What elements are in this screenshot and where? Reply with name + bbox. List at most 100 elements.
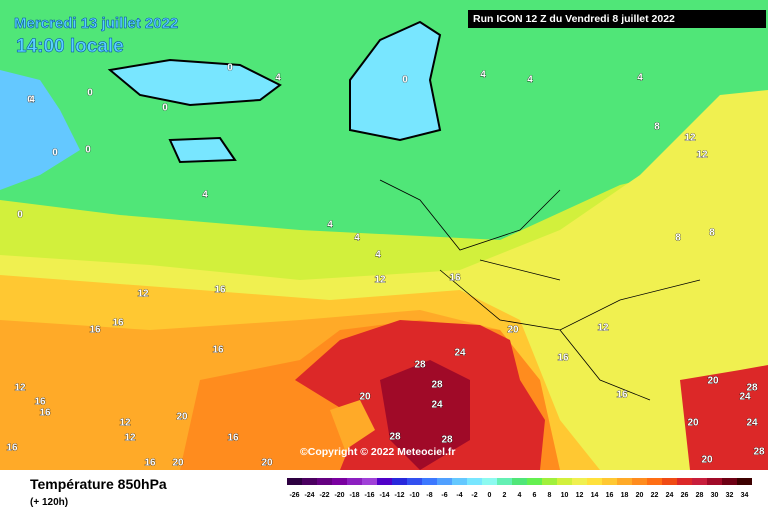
legend-swatch	[527, 478, 542, 485]
contour-label: 4	[480, 70, 486, 81]
legend-label: -26	[289, 492, 299, 499]
legend-label: 2	[503, 492, 507, 499]
contour-label: 20	[707, 376, 719, 387]
contour-label: 16	[144, 458, 156, 469]
contour-label: 24	[454, 348, 466, 359]
footer	[0, 470, 768, 512]
legend-swatch	[302, 478, 317, 485]
contour-label: 24	[746, 418, 758, 429]
legend-label: -18	[349, 492, 359, 499]
contour-label: 20	[176, 412, 188, 423]
contour-label: 20	[687, 418, 699, 429]
contour-label: 4	[29, 95, 35, 106]
zone-28	[380, 360, 470, 470]
legend-label: -10	[409, 492, 419, 499]
legend-label: 16	[606, 492, 614, 499]
legend-swatch	[692, 478, 707, 485]
legend-label: 30	[711, 492, 719, 499]
contour-label: 12	[696, 150, 708, 161]
legend-swatch	[737, 478, 752, 485]
legend-swatch	[572, 478, 587, 485]
cold-zone	[0, 70, 80, 190]
legend-label: -20	[334, 492, 344, 499]
legend-swatch	[557, 478, 572, 485]
contour-label: 4	[375, 250, 381, 261]
contour-label: 12	[374, 275, 386, 286]
contour-label: 0	[227, 63, 233, 74]
contour-label: 16	[227, 433, 239, 444]
contour-label: 16	[6, 443, 18, 454]
contour-label: 16	[214, 285, 226, 296]
footer-lead: (+ 120h)	[30, 497, 68, 508]
border-lines	[379, 179, 701, 401]
contour-label: 16	[112, 318, 124, 329]
contour-label: 4	[202, 190, 208, 201]
contour-label: 4	[637, 73, 643, 84]
contour-label: 0	[17, 210, 23, 221]
legend-label: 20	[636, 492, 644, 499]
legend-label: 22	[651, 492, 659, 499]
legend-label: 10	[561, 492, 569, 499]
legend-label: -6	[441, 492, 447, 499]
contour-label: 0	[52, 148, 58, 159]
legend-label: 6	[533, 492, 537, 499]
legend-swatch	[512, 478, 527, 485]
contour-label: 8	[709, 228, 715, 239]
legend-swatch	[587, 478, 602, 485]
contour-label: 28	[746, 383, 758, 394]
date: Mercredi 13 juillet 2022	[14, 15, 178, 32]
legend-swatch	[707, 478, 722, 485]
legend-swatch	[677, 478, 692, 485]
legend-label: -2	[471, 492, 477, 499]
legend-swatch	[332, 478, 347, 485]
contour-label: 16	[557, 353, 569, 364]
contour-label: 12	[119, 418, 131, 429]
legend-swatch	[602, 478, 617, 485]
contour-label: 20	[359, 392, 371, 403]
zone-20	[330, 400, 375, 450]
contour-label: 4	[527, 75, 533, 86]
contour-label: 28	[753, 447, 765, 458]
contour-label: 20	[261, 458, 273, 469]
contour-label: 16	[616, 390, 628, 401]
contour-label: 20	[172, 458, 184, 469]
contour-label: 12	[597, 323, 609, 334]
legend-swatch	[287, 478, 302, 485]
contour-label: 12	[684, 133, 696, 144]
contour-label: 28	[431, 380, 443, 391]
contour-label: 12	[14, 383, 26, 394]
legend-label: 32	[726, 492, 734, 499]
contour-label: 16	[34, 397, 46, 408]
legend-label: 34	[741, 492, 749, 499]
contour-label: 28	[441, 435, 453, 446]
legend-label: -4	[456, 492, 462, 499]
contour-label: 20	[507, 325, 519, 336]
legend-swatch	[437, 478, 452, 485]
legend-swatch	[497, 478, 512, 485]
legend-swatch	[392, 478, 407, 485]
legend-swatch	[617, 478, 632, 485]
run-box	[468, 10, 766, 28]
contour-label: 0	[85, 145, 91, 156]
legend-swatch	[422, 478, 437, 485]
legend-label: -16	[364, 492, 374, 499]
footer-title: Température 850hPa	[30, 476, 167, 492]
legend-label: -22	[319, 492, 329, 499]
cold-zone	[107, 58, 282, 107]
contour-label: 8	[675, 233, 681, 244]
contour-label: 8	[654, 122, 660, 133]
contour-label: 0	[27, 95, 33, 106]
contour-label: 16	[212, 345, 224, 356]
cold-zone	[168, 136, 237, 164]
legend-swatch	[317, 478, 332, 485]
contour-label: 4	[327, 220, 333, 231]
legend-label: 24	[666, 492, 674, 499]
legend-swatch	[647, 478, 662, 485]
legend-label: 28	[696, 492, 704, 499]
zone-east	[680, 365, 768, 470]
contour-label: 0	[162, 103, 168, 114]
contour-label: 24	[431, 400, 443, 411]
legend-swatch	[452, 478, 467, 485]
legend-swatch	[407, 478, 422, 485]
